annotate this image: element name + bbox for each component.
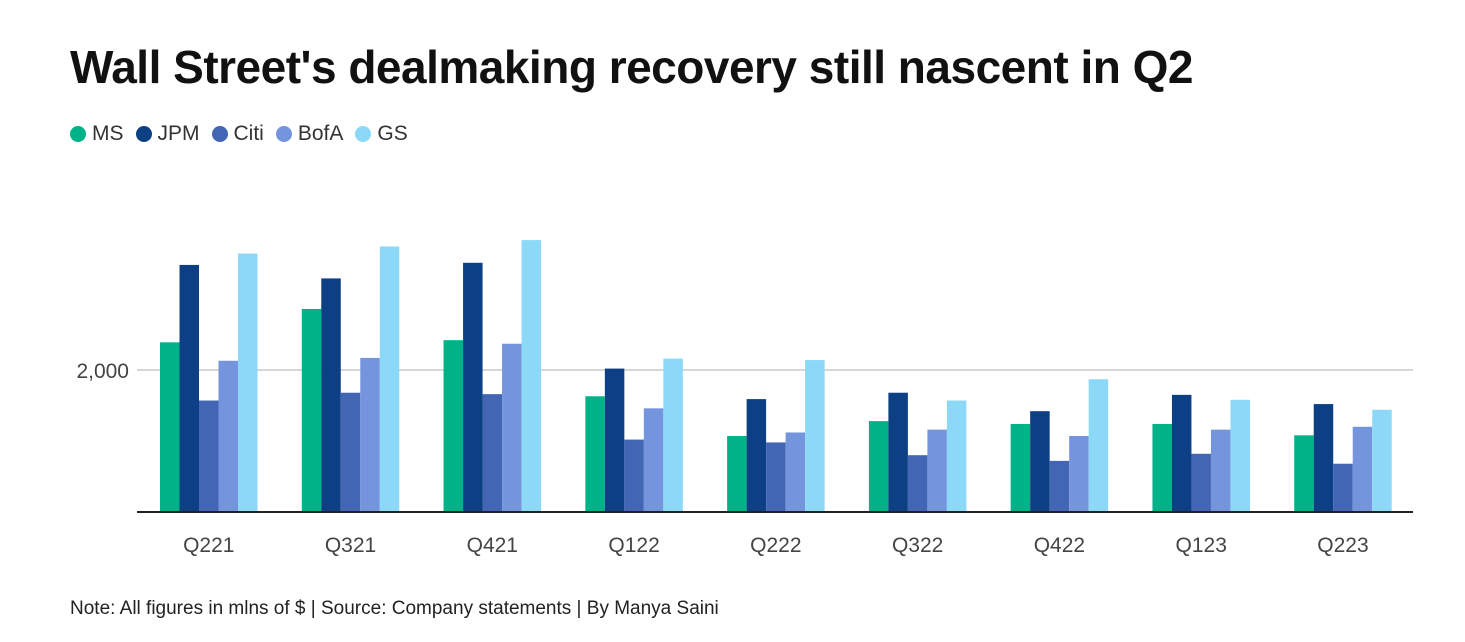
- bar-gs-q221: [238, 253, 258, 512]
- bar-gs-q123: [1230, 399, 1250, 512]
- bar-ms-q222: [727, 436, 747, 512]
- bar-gs-q321: [379, 246, 400, 512]
- bar-ms-q421: [443, 340, 464, 512]
- x-tick-label: Q421: [467, 534, 518, 557]
- y-tick-label: 2,000: [76, 360, 129, 383]
- legend-item-jpm: JPM: [135, 122, 200, 146]
- x-tick-label: Q223: [1317, 534, 1368, 557]
- bar-ms-q123: [1152, 423, 1172, 512]
- bar-gs-q122: [663, 358, 683, 512]
- bar-citi-q221: [199, 400, 219, 512]
- bar-ms-q221: [160, 342, 180, 512]
- source-note: Note: All figures in mlns of $ | Source:…: [70, 598, 719, 619]
- bar-gs-q422: [1088, 379, 1109, 512]
- legend-swatch-gs: [355, 126, 372, 142]
- legend-swatch-ms: [70, 126, 86, 142]
- bar-ms-q322: [868, 421, 889, 512]
- bar-citi-q322: [907, 455, 928, 512]
- chart-title: Wall Street's dealmaking recovery still …: [70, 41, 1193, 93]
- bar-gs-q222: [805, 360, 825, 512]
- bar-bofa-q421: [502, 343, 522, 512]
- x-tick-label: Q222: [750, 534, 801, 557]
- bar-ms-q223: [1294, 435, 1314, 512]
- bar-jpm-q321: [321, 278, 341, 512]
- bar-citi-q422: [1049, 460, 1070, 512]
- legend-label-gs: GS: [377, 122, 408, 145]
- bar-jpm-q422: [1030, 411, 1050, 512]
- chart-legend: MS JPM Citi BofA GS: [70, 122, 408, 146]
- legend-item-citi: Citi: [211, 122, 264, 146]
- x-tick-label: Q321: [325, 534, 376, 557]
- bar-citi-q321: [340, 392, 361, 512]
- bar-bofa-q422: [1069, 436, 1089, 512]
- bar-citi-q223: [1333, 463, 1353, 512]
- bar-jpm-q122: [604, 368, 625, 512]
- bar-jpm-q221: [179, 264, 199, 512]
- bar-bofa-q123: [1210, 429, 1231, 512]
- legend-item-gs: GS: [355, 122, 408, 146]
- bar-bofa-q222: [785, 432, 806, 512]
- bar-citi-q222: [766, 442, 786, 512]
- x-tick-label: Q122: [608, 534, 659, 557]
- x-tick-label: Q322: [892, 534, 943, 557]
- legend-item-ms: MS: [70, 122, 124, 146]
- bar-jpm-q421: [463, 262, 483, 512]
- bar-bofa-q321: [360, 357, 380, 512]
- bar-bofa-q223: [1352, 426, 1373, 512]
- bar-citi-q122: [624, 439, 644, 512]
- bar-bofa-q122: [643, 408, 664, 512]
- bar-ms-q321: [301, 308, 322, 512]
- bar-gs-q322: [946, 400, 967, 512]
- legend-label-citi: Citi: [233, 122, 264, 145]
- bar-jpm-q222: [746, 399, 767, 512]
- legend-item-bofa: BofA: [275, 122, 344, 146]
- bar-citi-q123: [1191, 453, 1211, 512]
- bar-ms-q122: [585, 396, 605, 512]
- x-tick-label: Q221: [183, 534, 234, 557]
- bar-ms-q422: [1010, 423, 1031, 512]
- bar-citi-q421: [482, 394, 503, 512]
- bar-jpm-q223: [1313, 404, 1334, 512]
- legend-swatch-citi: [211, 126, 228, 142]
- legend-swatch-jpm: [135, 126, 152, 142]
- x-tick-label: Q422: [1034, 534, 1085, 557]
- bar-bofa-q221: [218, 360, 238, 512]
- x-tick-label: Q123: [1176, 534, 1227, 557]
- legend-label-ms: MS: [92, 122, 124, 145]
- bar-bofa-q322: [927, 429, 947, 512]
- legend-swatch-bofa: [275, 126, 292, 142]
- legend-label-bofa: BofA: [297, 122, 344, 145]
- legend-label-jpm: JPM: [157, 122, 200, 145]
- bar-jpm-q322: [888, 392, 908, 512]
- bar-gs-q223: [1372, 409, 1392, 512]
- bar-jpm-q123: [1171, 394, 1192, 512]
- bar-gs-q421: [521, 240, 542, 512]
